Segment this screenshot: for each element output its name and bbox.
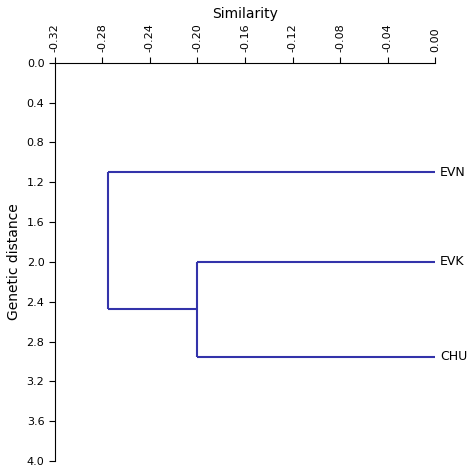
Text: EVN: EVN	[440, 166, 466, 179]
X-axis label: Similarity: Similarity	[212, 7, 278, 21]
Text: CHU: CHU	[440, 350, 467, 363]
Text: EVK: EVK	[440, 255, 465, 268]
Y-axis label: Genetic distance: Genetic distance	[7, 203, 21, 320]
